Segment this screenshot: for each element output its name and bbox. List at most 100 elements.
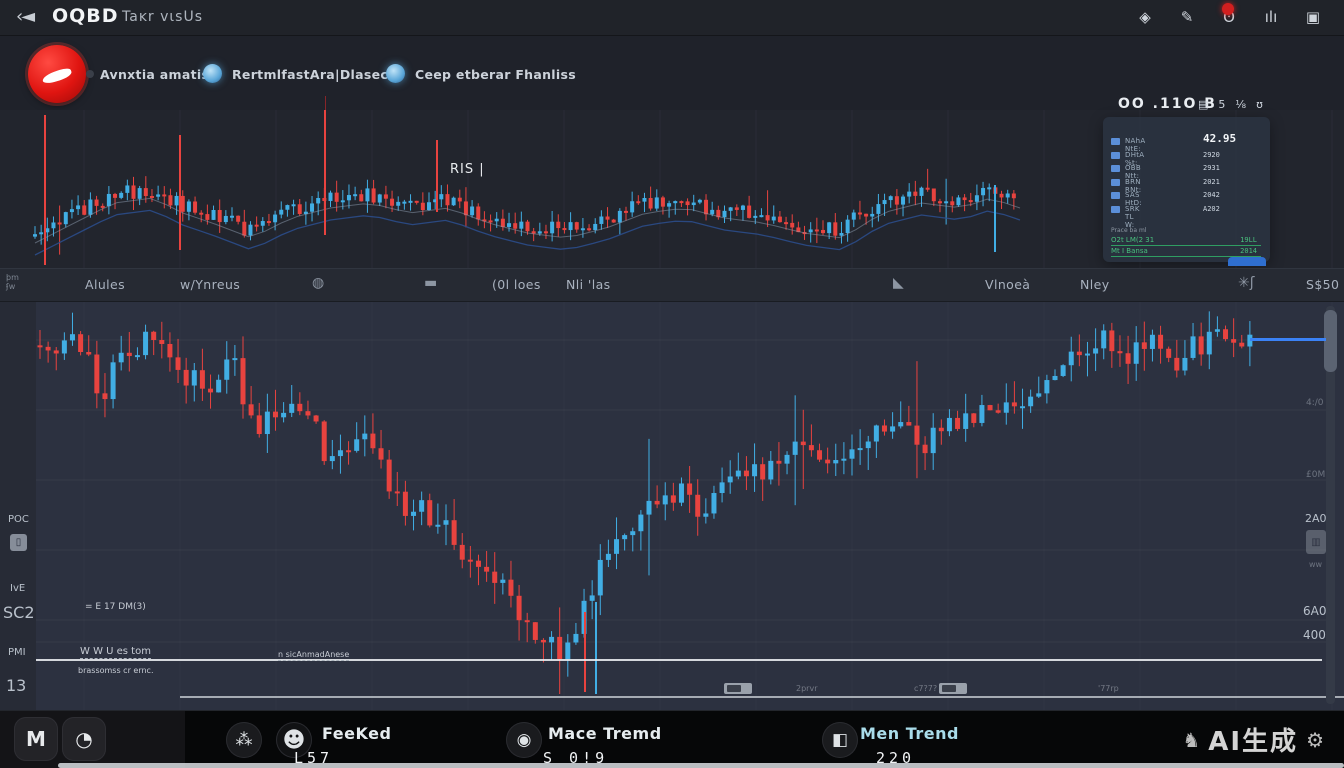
gauge-button[interactable]: ◔ xyxy=(62,717,106,761)
left-box-icon[interactable]: ▯ xyxy=(10,534,27,551)
panel-row-value: A202 xyxy=(1203,204,1220,213)
tab-wnrens[interactable]: w/Ynreus xyxy=(180,277,241,292)
panel-row-label: NAhA NtE: xyxy=(1125,137,1146,153)
toolbar-tiny-label: þm ʄw xyxy=(6,273,19,291)
filter-icon[interactable]: ▤ xyxy=(1198,98,1209,111)
group-icon-2[interactable]: ◧ xyxy=(822,722,858,758)
series-swatch xyxy=(1111,192,1120,199)
scrollbar-track[interactable] xyxy=(1326,306,1335,704)
series-swatch xyxy=(1111,138,1120,145)
x-tick-label: 2prvr xyxy=(796,684,818,693)
knight-icon: ♞ xyxy=(1182,727,1201,752)
right-axis-label: 4:/0 xyxy=(1306,398,1324,408)
group-label-1[interactable]: Mace Tremd xyxy=(548,724,662,743)
x-tick-label: '77rp xyxy=(1098,684,1119,693)
watermark: ♞ AI生成 ⚙ xyxy=(1182,721,1324,758)
group-label-0[interactable]: FeeKed xyxy=(322,724,392,743)
scrollbar-thumb[interactable] xyxy=(1324,310,1337,372)
group-value-0: L57 xyxy=(294,749,334,767)
group-avatar-0[interactable]: ☻ xyxy=(276,722,312,758)
info-panel[interactable]: NAhA NtE: 42.95 DHtA %t: 2920 OBB Ntt: 2931 BR… xyxy=(1103,117,1270,262)
series-swatch xyxy=(1111,165,1120,172)
right-axis-label: 2A0 xyxy=(1305,512,1327,525)
group-icon-1[interactable]: ◉ xyxy=(506,722,542,758)
panel-green-row: Mt I Bansa 2014 xyxy=(1111,247,1261,257)
price-label[interactable]: S$50 xyxy=(1306,277,1340,292)
panel-row-label: SRK TL W: xyxy=(1125,204,1140,229)
chart-annotation: W W U es tom xyxy=(80,646,151,659)
chart-annotation: n sicAnmadAnese xyxy=(278,650,350,661)
panel-row-value: 42.95 xyxy=(1203,132,1237,145)
group-value-2: 220 xyxy=(876,749,916,767)
monitor-icon[interactable]: ▣ xyxy=(1305,8,1321,26)
record-button[interactable] xyxy=(28,45,86,103)
left-axis-label: POC xyxy=(8,514,29,525)
signal-icon[interactable]: ılı xyxy=(1264,8,1278,26)
triangle-icon[interactable]: ◣ xyxy=(893,275,904,291)
tab-vinea[interactable]: Vlnoeà xyxy=(985,277,1031,292)
gray-dot-icon xyxy=(86,70,94,78)
avatar-icon[interactable]: ʘ xyxy=(1216,3,1242,30)
back-button[interactable]: ‹◄ xyxy=(16,6,35,27)
tab-nley[interactable]: Nley xyxy=(1080,277,1110,292)
axis-marker-inner xyxy=(727,685,741,692)
main-chart-overlays: POC IvE SC2 PMI 13 4:/0 £0M 2A0 ᴡᴡ 6A0 400 ▯ ▥ = E 17… xyxy=(0,302,1344,710)
tab-nllas[interactable]: Nli 'las xyxy=(566,277,611,292)
count-label[interactable]: 5 xyxy=(1218,98,1226,111)
notification-dot xyxy=(1222,3,1234,15)
group-icon-0[interactable]: ⁂ xyxy=(226,722,262,758)
green-row-value: 2014 xyxy=(1240,247,1257,255)
sub-toolbar: Avnxtia amatisq RertmlfastAra|Dlasecs. Cee… xyxy=(0,36,1344,146)
panel-row-value: 2042 xyxy=(1203,191,1220,199)
menu-m-button[interactable]: M xyxy=(14,717,58,761)
badge-icon[interactable]: ◈ xyxy=(1139,8,1151,26)
panel-row-value: 2931 xyxy=(1203,164,1220,172)
right-axis-label: 400 xyxy=(1303,628,1326,642)
green-row-label: Mt I Bansa xyxy=(1111,247,1148,255)
app-title: OQBD xyxy=(52,5,119,27)
left-axis-strip xyxy=(0,302,36,710)
header-bar: ‹◄ OQBD Taĸr vιsUs ◈ ✎ ʘ ılı ▣ xyxy=(0,0,1344,36)
panel-row-label: DHtA %t: xyxy=(1125,150,1145,167)
panel-row-label: BRN RNt: xyxy=(1125,177,1142,194)
blue-dot-icon[interactable] xyxy=(203,64,222,83)
green-row-label: O2t LM(2 31 xyxy=(1111,236,1155,244)
right-box-icon[interactable]: ▥ xyxy=(1306,530,1326,554)
series-swatch xyxy=(1111,151,1120,159)
axis-marker-inner xyxy=(942,685,956,692)
axis-marker[interactable] xyxy=(724,683,752,694)
record-swoosh-icon xyxy=(41,66,73,86)
toolbar-item-0[interactable]: Avnxtia amatisq xyxy=(100,67,219,82)
sketch-icon[interactable]: ✎ xyxy=(1180,8,1194,26)
globe-icon[interactable]: ◍ xyxy=(312,275,325,291)
panel-header-label: OO .11O B xyxy=(1118,96,1217,112)
gear-icon: ⚙ xyxy=(1306,727,1324,752)
blue-dot-icon[interactable] xyxy=(386,64,405,83)
series-swatch xyxy=(1111,205,1120,213)
group-label-2[interactable]: Men Trend xyxy=(860,724,959,743)
panel-row-value: 2920 xyxy=(1203,150,1220,159)
tab-dlles[interactable]: (0l loes xyxy=(492,277,541,292)
series-swatch xyxy=(1111,178,1120,186)
tab-alues[interactable]: Alules xyxy=(85,277,126,292)
rsi-label: RIS | xyxy=(450,162,485,177)
fraction-icon[interactable]: ⅛ xyxy=(1235,98,1247,111)
axis-marker[interactable] xyxy=(939,683,967,694)
price-line xyxy=(1250,338,1326,341)
bottom-bar: M ◔ ⁂ ☻ FeeKed L57 ◉ Mace Tremd S 0!9 ◧ Men Trend 2… xyxy=(0,710,1344,768)
panel-footer-caption: Prace ba ml xyxy=(1111,227,1147,234)
left-axis-label: 13 xyxy=(6,676,27,695)
panel-row-label: OBB Ntt: xyxy=(1125,164,1142,180)
header-icon-group: ◈ ✎ ʘ ılı ▣ xyxy=(1132,3,1326,30)
toolbar-item-2[interactable]: Ceep etberar Fhanliss xyxy=(415,67,576,82)
toolbar-item-1[interactable]: RertmlfastAra|Dlasecs. xyxy=(232,67,401,82)
app-subtitle: Taĸr vιsUs xyxy=(122,9,203,25)
asterisk-icon[interactable]: ✳ʃ xyxy=(1238,275,1255,291)
panel-row-value: 2021 xyxy=(1203,177,1220,186)
panel-confirm-button[interactable] xyxy=(1228,257,1266,266)
main-chart[interactable]: POC IvE SC2 PMI 13 4:/0 £0M 2A0 ᴡᴡ 6A0 400 ▯ ▥ = E 17… xyxy=(0,302,1344,710)
minus-icon[interactable]: ▬ xyxy=(424,275,438,291)
chart-toolbar: þm ʄw Alules w/Ynreus ◍ ▬ (0l loes Nli 'las ◣ V… xyxy=(0,268,1344,302)
mode-icon[interactable]: ʊ xyxy=(1256,98,1263,111)
